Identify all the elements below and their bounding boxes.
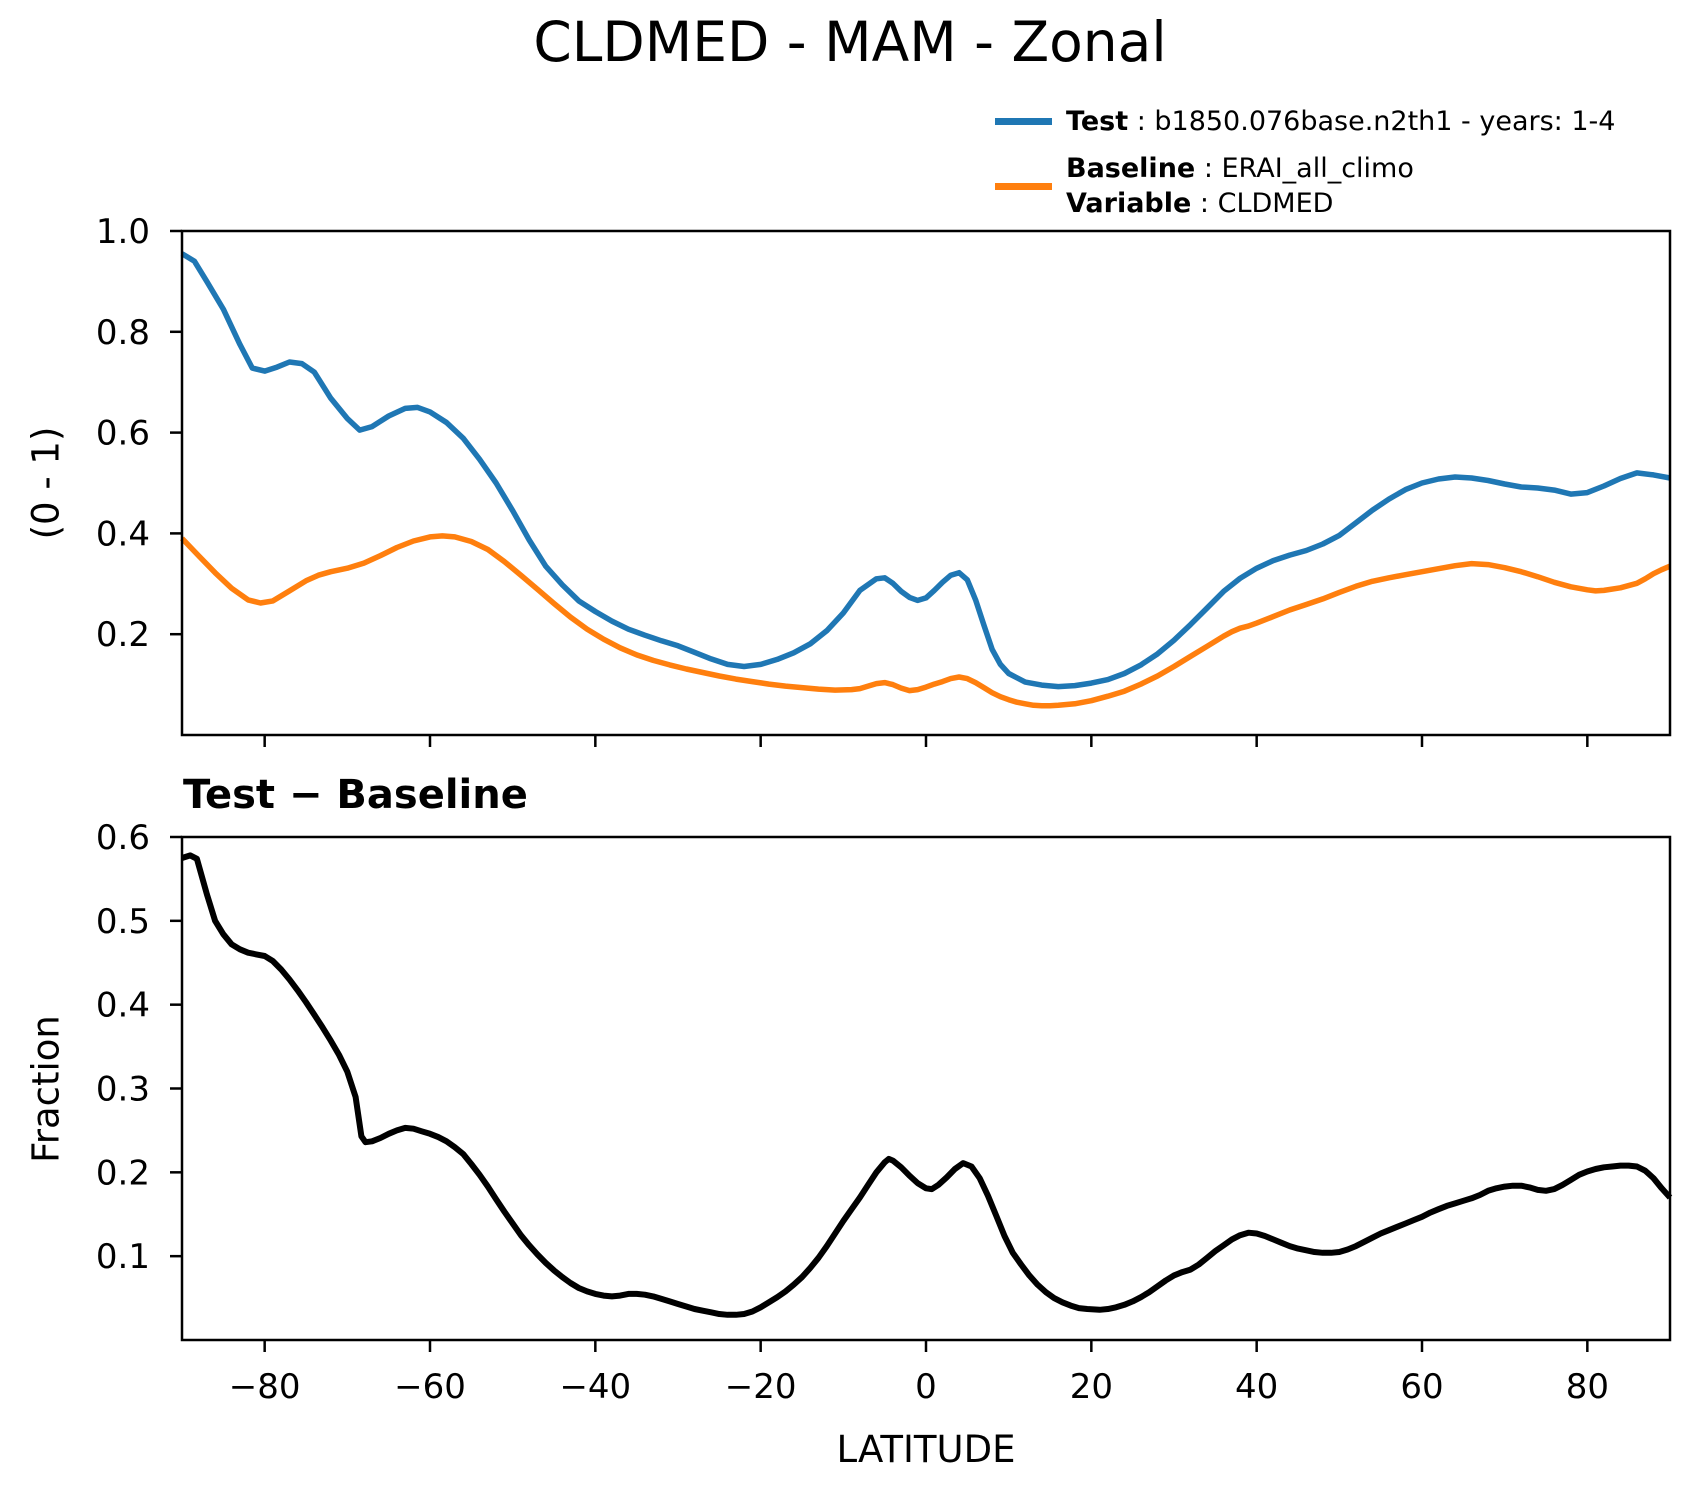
legend-baseline-variable-text: Baseline : ERAI_all_climo Variable : CLD…: [1066, 151, 1414, 221]
x-axis-label: LATITUDE: [836, 1428, 1016, 1471]
y-tick-label: 0.2: [96, 615, 150, 655]
difference-panel-title: Test − Baseline: [183, 772, 528, 818]
x-tick-label: −80: [229, 1367, 301, 1407]
legend-baseline-text: Baseline : ERAI_all_climo: [1066, 151, 1414, 186]
legend: Test : b1850.076base.n2th1 - years: 1-4 …: [995, 104, 1615, 221]
y-tick-label: 0.3: [96, 1070, 150, 1110]
x-tick-label: −60: [394, 1367, 466, 1407]
x-tick-label: 20: [1070, 1367, 1113, 1407]
zonal-mean-panel-frame: [180, 229, 1672, 737]
test-line-swatch: [995, 118, 1052, 125]
y-tick-label: 0.4: [96, 986, 150, 1026]
y-tick-label: 1.0: [96, 212, 150, 252]
y-tick-label: 0.2: [96, 1153, 150, 1193]
x-tick-label: 60: [1400, 1367, 1443, 1407]
baseline-line-swatch: [995, 182, 1052, 190]
difference-panel: −80 −60 −40 −20 0 20 40 60 80 0.6 0.5 0.4 0.3 0.2 0.1: [96, 818, 1673, 1407]
x-tick-label: 0: [915, 1367, 937, 1407]
legend-baseline-value: : ERAI_all_climo: [1195, 153, 1414, 184]
x-tick-label: 40: [1235, 1367, 1278, 1407]
x-tick-label: −40: [559, 1367, 631, 1407]
y-tick-label: 0.6: [96, 414, 150, 454]
series-line-test: [180, 251, 1671, 690]
x-tick-label: −20: [725, 1367, 797, 1407]
difference-panel-frame: [180, 835, 1672, 1342]
legend-test-value: : b1850.076base.n2th1 - years: 1-4: [1128, 106, 1616, 137]
series-line-baseline: [180, 533, 1672, 709]
legend-test-entry: Test : b1850.076base.n2th1 - years: 1-4: [995, 104, 1615, 139]
y-tick-label: 0.5: [96, 902, 150, 942]
legend-baseline-entry: Baseline : ERAI_all_climo Variable : CLD…: [995, 151, 1615, 221]
y-tick-label: 0.4: [96, 514, 150, 554]
legend-test-label: Test: [1066, 106, 1129, 137]
difference-panel-y-axis-label: Fraction: [24, 1015, 68, 1163]
legend-baseline-label: Baseline: [1066, 153, 1196, 184]
top-panel-y-axis-label: (0 - 1): [24, 426, 68, 540]
x-tick-label: 80: [1566, 1367, 1609, 1407]
legend-variable-text: Variable : CLDMED: [1066, 186, 1414, 221]
figure-title: CLDMED - MAM - Zonal: [533, 10, 1167, 74]
y-tick-label: 0.1: [96, 1237, 150, 1277]
legend-test-text: Test : b1850.076base.n2th1 - years: 1-4: [1066, 104, 1615, 139]
y-tick-label: 0.8: [96, 313, 150, 353]
legend-variable-value: : CLDMED: [1191, 188, 1334, 219]
legend-variable-label: Variable: [1066, 188, 1192, 219]
series-line-test-baseline: [181, 852, 1673, 1318]
zonal-mean-panel: 1.0 0.8 0.6 0.4 0.2: [96, 212, 1672, 747]
y-tick-label: 0.6: [96, 818, 150, 858]
